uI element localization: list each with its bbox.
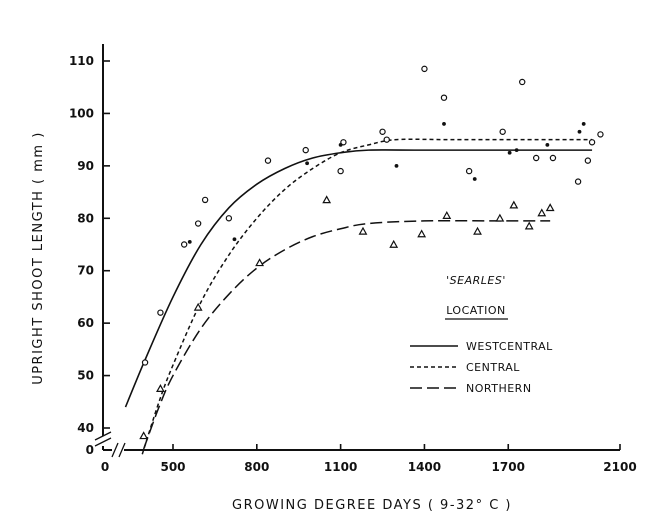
- point-northern: [255, 258, 265, 267]
- point-westcentral: [194, 220, 202, 227]
- point-northern: [417, 229, 427, 238]
- x-tick-label: 1700: [492, 460, 525, 474]
- x-axis-title: GROWING DEGREE DAYS ( 9-32° C ): [232, 498, 512, 513]
- point-westcentral: [421, 65, 428, 73]
- point-westcentral: [588, 139, 596, 146]
- x-tick-label: 800: [244, 460, 269, 474]
- point-northern: [139, 431, 149, 440]
- y-origin-label: 0: [86, 443, 94, 457]
- axes: [94, 44, 621, 458]
- x-tick-label: 2100: [603, 460, 636, 474]
- point-westcentral: [549, 154, 557, 162]
- point-central: [545, 142, 550, 147]
- curve-central: [141, 138, 593, 455]
- point-northern: [524, 221, 534, 230]
- point-central: [472, 177, 477, 181]
- point-westcentral: [264, 157, 272, 164]
- legend-label-central: CENTRAL: [466, 361, 520, 374]
- point-central: [232, 237, 237, 242]
- point-westcentral: [532, 154, 540, 162]
- point-northern: [509, 200, 519, 209]
- point-central: [514, 148, 519, 153]
- point-central: [187, 239, 192, 244]
- x-tick-label: 500: [160, 460, 185, 474]
- point-northern: [156, 384, 165, 392]
- point-westcentral: [340, 139, 347, 146]
- point-westcentral: [465, 167, 473, 175]
- point-central: [338, 142, 343, 147]
- point-northern: [495, 213, 505, 222]
- point-northern: [358, 226, 368, 235]
- point-central: [507, 150, 512, 155]
- y-tick-label: 40: [77, 421, 94, 435]
- point-westcentral: [225, 215, 233, 222]
- point-northern: [322, 195, 332, 204]
- point-northern: [389, 239, 399, 248]
- x-tick-label: 1100: [324, 460, 357, 474]
- x-tick-label: 1400: [408, 460, 441, 474]
- point-westcentral: [383, 136, 390, 143]
- x-axis-break-mark: [111, 442, 126, 458]
- legend-label-northern: NORTHERN: [466, 382, 532, 395]
- point-westcentral: [180, 241, 188, 248]
- point-northern: [442, 211, 452, 219]
- y-tick-label: 110: [69, 54, 94, 68]
- tick-labels: 500 800 1100 1400 1700 2100040506070809010011…: [69, 54, 637, 474]
- point-westcentral: [597, 131, 604, 138]
- y-tick-label: 100: [69, 106, 94, 120]
- point-northern: [193, 302, 203, 311]
- y-axis-break-mark: [94, 431, 112, 447]
- point-westcentral: [584, 157, 592, 164]
- y-tick-label: 70: [77, 264, 94, 278]
- curve-northern: [142, 219, 551, 450]
- legend-subtitle: LOCATION: [446, 304, 506, 317]
- point-westcentral: [157, 309, 164, 316]
- point-northern: [473, 226, 482, 235]
- point-westcentral: [519, 78, 526, 86]
- y-tick-label: 80: [77, 211, 94, 225]
- data-points: [139, 65, 604, 440]
- point-northern: [545, 203, 555, 212]
- point-central: [394, 163, 399, 168]
- x-origin-label: 0: [101, 460, 109, 474]
- point-central: [577, 129, 582, 134]
- point-central: [581, 122, 586, 126]
- legend: 'SEARLES' LOCATION WESTCENTRAL CENTRAL N…: [410, 274, 553, 395]
- curve-westcentral: [124, 149, 593, 408]
- point-central: [305, 161, 309, 166]
- point-westcentral: [201, 196, 209, 204]
- y-axis-title: UPRIGHT SHOOT LENGTH ( mm ): [31, 131, 46, 385]
- point-westcentral: [574, 178, 582, 185]
- point-westcentral: [440, 94, 448, 101]
- point-central: [442, 122, 446, 126]
- y-tick-label: 60: [77, 316, 94, 330]
- point-westcentral: [302, 146, 309, 154]
- point-westcentral: [141, 359, 149, 366]
- legend-label-westcentral: WESTCENTRAL: [466, 340, 553, 353]
- fit-curves: [124, 138, 593, 455]
- point-northern: [537, 208, 547, 217]
- point-westcentral: [499, 128, 506, 135]
- legend-title: 'SEARLES': [446, 274, 506, 287]
- y-tick-label: 90: [77, 159, 94, 173]
- point-westcentral: [379, 128, 386, 135]
- point-westcentral: [337, 167, 344, 175]
- y-tick-label: 50: [77, 369, 94, 383]
